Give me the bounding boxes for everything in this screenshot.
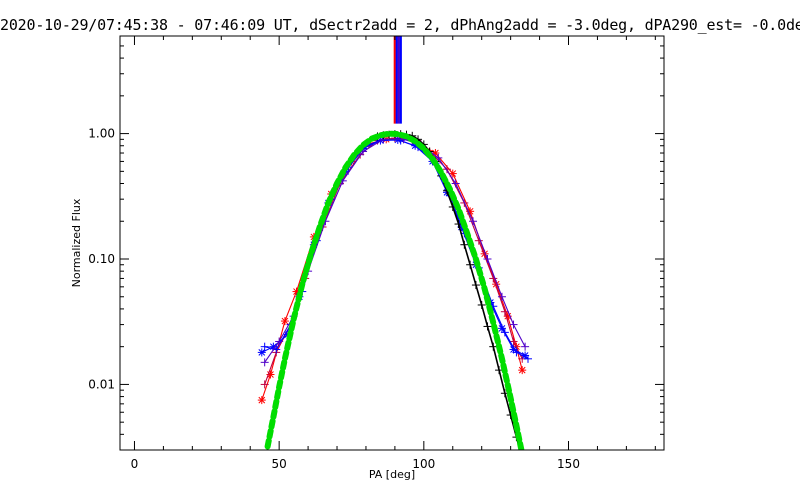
data-point	[512, 348, 521, 357]
series-line	[261, 137, 523, 401]
data-point	[477, 300, 486, 309]
data-point	[524, 354, 532, 363]
data-point	[500, 328, 509, 337]
series-line	[261, 139, 526, 356]
series-6	[264, 130, 525, 450]
y-tick-label: 0.10	[88, 252, 115, 266]
data-point	[471, 281, 480, 290]
x-tick-label: 0	[131, 457, 139, 471]
y-tick-label: 0.01	[88, 377, 115, 391]
series-line	[264, 138, 526, 363]
data-point	[489, 274, 498, 283]
data-point	[521, 342, 530, 351]
data-point	[460, 240, 469, 249]
data-point	[474, 236, 483, 245]
data-point	[257, 396, 266, 405]
y-tick-label: 1.00	[88, 127, 115, 141]
chart-title: 2020-10-29/07:45:38 - 07:46:09 UT, dSect…	[0, 16, 800, 34]
x-tick-label: 100	[412, 457, 435, 471]
data-point	[442, 165, 451, 174]
x-tick-label: 150	[557, 457, 580, 471]
data-point	[260, 358, 269, 367]
x-axis-title: PA [deg]	[369, 468, 415, 481]
series-0	[257, 134, 527, 405]
data-point	[489, 342, 498, 351]
x-tick-label: 50	[272, 457, 287, 471]
data-point	[483, 255, 492, 264]
series-5	[373, 130, 526, 462]
data-point	[509, 337, 518, 346]
data-point	[509, 320, 518, 329]
vertical-marker	[393, 36, 402, 124]
data-point	[518, 366, 527, 375]
data-point	[448, 169, 457, 178]
series-line	[264, 137, 523, 385]
data-point	[500, 307, 509, 316]
data-point	[260, 380, 269, 389]
data-point	[451, 179, 460, 188]
data-point	[280, 317, 289, 326]
plot-frame	[119, 35, 665, 451]
data-point	[260, 342, 269, 351]
data-point	[469, 217, 478, 226]
data-point	[466, 260, 475, 269]
series-3	[260, 135, 532, 363]
axes: 0 50 100 150 0.01 0.10 1.00	[88, 35, 664, 471]
data-point	[275, 337, 284, 346]
series-line	[264, 138, 529, 360]
data-point	[497, 292, 506, 301]
fit-curve	[264, 130, 525, 450]
series-1	[260, 134, 527, 389]
data-point	[483, 322, 492, 331]
y-axis-title: Normalized Flux	[70, 198, 83, 287]
data-series	[257, 130, 532, 462]
data-point	[518, 454, 526, 462]
data-point	[257, 348, 266, 357]
